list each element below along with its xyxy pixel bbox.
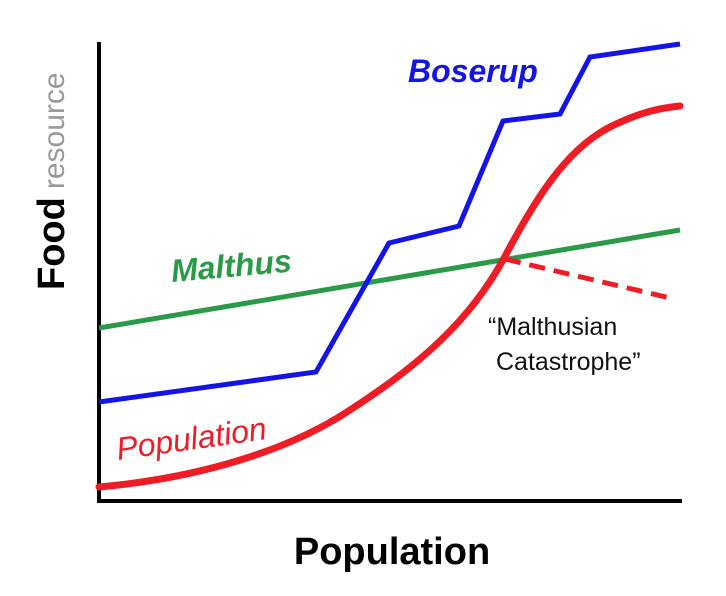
malthus-line bbox=[98, 227, 681, 331]
malthus-label: Malthus bbox=[169, 243, 293, 289]
catastrophe-label-line1: “Malthusian bbox=[488, 313, 617, 341]
axes bbox=[97, 42, 682, 503]
svg-text:Foodresource: Food resource bbox=[31, 72, 73, 290]
y-axis-label-light: resource bbox=[38, 72, 71, 189]
population-curve bbox=[95, 102, 684, 491]
y-axis-label: Food resource bbox=[31, 72, 73, 290]
malthusian-catastrophe-dashed-line bbox=[504, 256, 671, 301]
x-axis-label: Population bbox=[294, 531, 490, 573]
boserup-line bbox=[98, 41, 681, 405]
catastrophe-label-line2: Catastrophe” bbox=[496, 348, 641, 376]
boserup-label: Boserup bbox=[408, 53, 538, 89]
y-axis-label-bold: Food bbox=[31, 197, 73, 290]
